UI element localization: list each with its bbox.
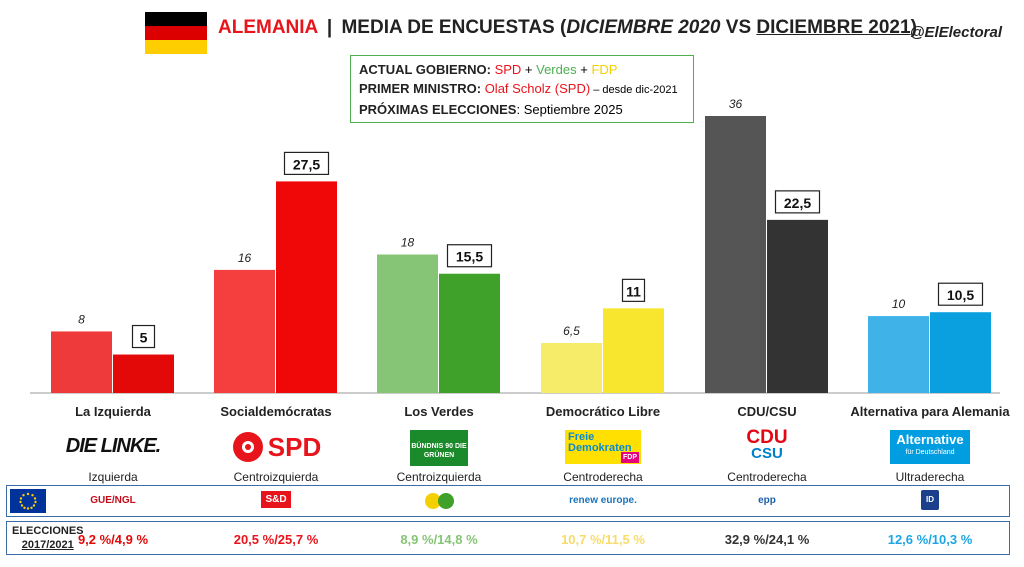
data-label-2021-5: 10,5 [947,287,974,303]
bar-2021-3 [603,308,664,393]
bar-2020-0 [51,331,112,393]
election-result-3: 10,7 %/11,5 % [561,532,645,547]
party-name-5: Alternativa para Alemania [850,404,1010,419]
election-result-1: 20,5 %/25,7 % [233,532,319,547]
eu-group-1: S&D [196,490,356,512]
party-logo-4: CDU CSU [746,427,788,462]
data-label-2020-0: 8 [78,312,85,326]
election-result-5: 12,6 %/10,3 % [887,532,973,547]
eu-group-5: ID [850,490,1010,512]
period-old: DICIEMBRE 2020 [566,17,721,38]
data-label-2020-2: 18 [401,236,415,250]
bar-2020-5 [868,316,929,393]
data-label-box-5 [937,282,984,306]
data-label-box-0 [131,324,156,349]
eu-group-3: renew europe. [569,495,637,506]
title-suffix: ) [910,17,917,38]
elections-row [6,521,1010,555]
eu-group-row [6,485,1010,517]
bar-chart: 8 5 16 27,5 18 15,5 6,5 11 36 22,5 10 10,5 [30,97,1000,394]
bar-2021-5 [930,312,991,393]
election-result-0: 9,2 %/4,9 % [77,532,149,547]
eu-group-0: GUE/NGL [90,495,136,506]
eu-group-4: epp [758,495,776,506]
party-logo-0: DIE LINKE. [65,435,161,457]
country-name: ALEMANIA [218,17,318,38]
party-name-4: CDU/CSU [737,404,797,419]
party-ideology-2: Centroizquierda [396,470,482,484]
party-logo-5: Alternative für Deutschland [850,430,1010,466]
data-label-2020-1: 16 [238,251,252,265]
bar-2020-2 [377,254,438,393]
data-label-box-2 [446,244,493,268]
party-logo-3: Freie Demokraten FDP [523,430,683,466]
bar-2021-4 [767,219,828,393]
party-ideology-1: Centroizquierda [233,470,319,484]
data-label-2021-4: 22,5 [784,195,811,211]
party-logo-1: SPD [196,430,356,466]
data-label-2021-2: 15,5 [456,249,483,265]
bar-2021-0 [113,354,174,393]
bar-2021-2 [439,273,500,393]
eu-flag-icon [10,489,46,513]
title-vs: VS [720,17,757,38]
data-label-2020-5: 10 [892,297,906,311]
elections-label: ELECCIONES 2017/2021 [12,525,84,551]
party-name-0: La Izquierda [75,404,151,419]
handle: @ElElectoral [909,24,1002,41]
period-new: DICIEMBRE 2021 [756,17,911,38]
bar-2020-1 [214,269,275,393]
party-name-1: Socialdemócratas [220,404,332,419]
info-box: ACTUAL GOBIERNO: SPD + Verdes + FDP PRIM… [350,55,694,123]
gov-line: ACTUAL GOBIERNO: SPD + Verdes + FDP [359,62,618,77]
party-ideology-0: Izquierda [88,470,138,484]
title-prefix: MEDIA DE ENCUESTAS ( [341,17,567,38]
page-title: ALEMANIA | MEDIA DE ENCUESTAS (DICIEMBRE… [218,17,917,39]
title-separator: | [326,17,333,38]
data-label-2021-3: 11 [626,283,641,299]
data-label-box-1 [283,151,330,176]
bar-2020-3 [541,342,602,393]
bar-2020-4 [705,116,766,393]
data-label-2020-3: 6,5 [563,324,580,338]
data-label-2021-0: 5 [140,330,148,346]
next-election-line: PRÓXIMAS ELECCIONES: Septiembre 2025 [359,102,623,117]
data-label-box-3 [621,278,646,302]
eu-group-2 [359,490,519,512]
election-result-4: 32,9 %/24,1 % [724,532,810,547]
party-name-3: Democrático Libre [545,404,661,419]
party-ideology-4: Centroderecha [727,470,807,484]
party-name-2: Los Verdes [404,404,474,419]
data-label-2021-1: 27,5 [293,156,320,172]
pm-line: PRIMER MINISTRO: Olaf Scholz (SPD) – des… [359,81,678,96]
bar-2021-1 [276,181,337,393]
party-ideology-5: Ultraderecha [895,470,965,484]
data-label-2020-4: 36 [729,97,743,111]
party-ideology-3: Centroderecha [563,470,643,484]
data-label-box-4 [774,190,821,214]
party-logo-2: BÜNDNIS 90 DIE GRÜNEN [359,430,519,466]
election-result-2: 8,9 %/14,8 % [400,532,478,547]
germany-flag [145,12,207,54]
